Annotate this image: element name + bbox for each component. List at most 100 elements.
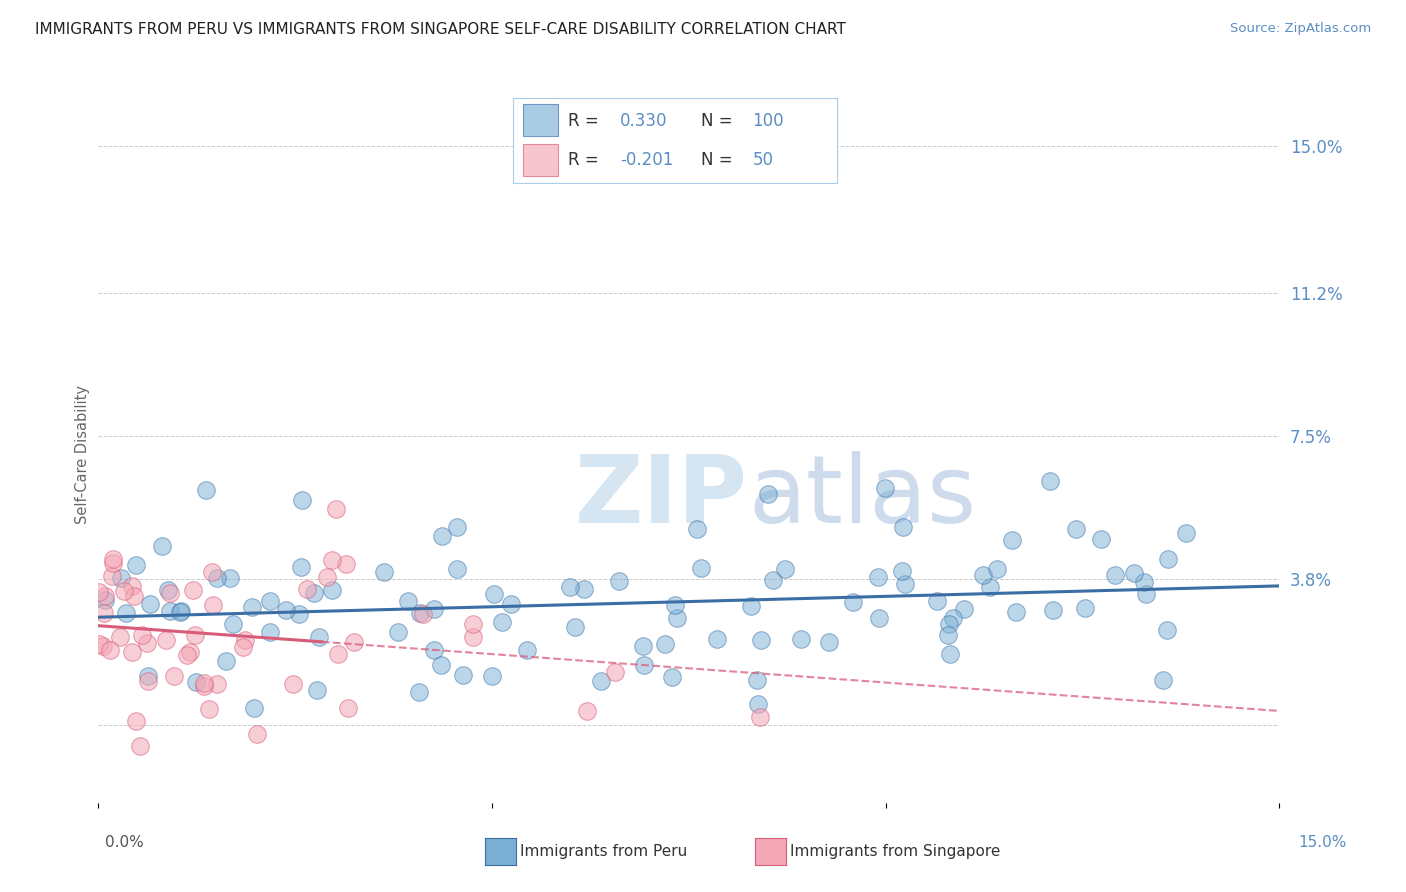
Point <box>463 630 485 644</box>
Point <box>288 607 311 621</box>
Text: IMMIGRANTS FROM PERU VS IMMIGRANTS FROM SINGAPORE SELF-CARE DISABILITY CORRELATI: IMMIGRANTS FROM PERU VS IMMIGRANTS FROM … <box>35 22 846 37</box>
Text: atlas: atlas <box>748 450 976 542</box>
Point <box>373 565 395 579</box>
Point <box>321 582 343 597</box>
Point <box>1175 526 1198 541</box>
Point <box>1090 532 1112 546</box>
Point <box>740 599 762 613</box>
Point <box>790 632 813 646</box>
Point <box>631 640 654 654</box>
Text: 0.330: 0.330 <box>620 112 668 130</box>
Point <box>412 607 434 621</box>
Point <box>1005 606 1028 620</box>
Text: 100: 100 <box>752 112 785 130</box>
Point <box>1001 533 1024 547</box>
Point <box>576 704 599 718</box>
Point <box>94 589 117 603</box>
Point <box>841 595 863 609</box>
Point <box>115 606 138 620</box>
Point <box>665 611 688 625</box>
Point <box>179 645 201 659</box>
Point <box>925 594 948 608</box>
Point <box>661 669 683 683</box>
Point <box>112 583 135 598</box>
Text: Immigrants from Singapore: Immigrants from Singapore <box>790 845 1001 859</box>
Point <box>205 676 228 690</box>
Point <box>304 585 326 599</box>
Point <box>125 714 148 729</box>
Point <box>184 674 207 689</box>
Point <box>558 580 581 594</box>
Point <box>122 589 145 603</box>
Point <box>891 564 914 578</box>
Point <box>451 668 474 682</box>
Point <box>308 630 330 644</box>
Point <box>240 600 263 615</box>
Point <box>461 616 484 631</box>
Point <box>605 665 627 679</box>
Point <box>195 483 218 498</box>
Point <box>942 610 965 624</box>
Point <box>1156 551 1178 566</box>
Point <box>89 584 111 599</box>
Point <box>159 586 181 600</box>
Point <box>169 605 191 619</box>
Point <box>281 676 304 690</box>
Point <box>706 632 728 647</box>
Text: N =: N = <box>700 112 738 130</box>
Point <box>91 639 114 653</box>
Point <box>654 637 676 651</box>
Point <box>607 574 630 588</box>
Point <box>181 582 204 597</box>
Point <box>159 604 181 618</box>
Y-axis label: Self-Care Disability: Self-Care Disability <box>75 385 90 524</box>
Point <box>138 673 160 688</box>
Point <box>321 553 343 567</box>
Point <box>1042 603 1064 617</box>
Point <box>775 562 797 576</box>
Point <box>409 606 432 620</box>
Point <box>307 682 329 697</box>
Point <box>291 493 314 508</box>
Text: 15.0%: 15.0% <box>1299 836 1347 850</box>
Point <box>938 647 960 661</box>
Point <box>986 562 1008 576</box>
Point <box>98 643 121 657</box>
Point <box>747 673 769 688</box>
Point <box>128 739 150 753</box>
Point <box>481 669 503 683</box>
Point <box>408 685 430 699</box>
Point <box>633 658 655 673</box>
Point <box>1133 574 1156 589</box>
Point <box>891 519 914 533</box>
Point <box>245 727 267 741</box>
Point <box>446 520 468 534</box>
Point <box>482 586 505 600</box>
Point <box>316 569 339 583</box>
Point <box>591 673 613 688</box>
Text: 0.0%: 0.0% <box>105 836 145 850</box>
Text: 50: 50 <box>752 151 773 169</box>
Point <box>121 579 143 593</box>
Point <box>242 701 264 715</box>
Point <box>396 594 419 608</box>
Point <box>690 560 713 574</box>
Point <box>1104 568 1126 582</box>
Point <box>101 568 124 582</box>
Point <box>749 710 772 724</box>
Text: N =: N = <box>700 151 738 169</box>
Point <box>873 481 896 495</box>
Point <box>110 631 132 645</box>
Text: -0.201: -0.201 <box>620 151 673 169</box>
Point <box>157 582 180 597</box>
Point <box>866 570 889 584</box>
Point <box>131 628 153 642</box>
Point <box>868 610 890 624</box>
Point <box>232 640 254 654</box>
Bar <box>523 144 558 176</box>
Point <box>423 643 446 657</box>
Point <box>325 501 347 516</box>
Point <box>259 625 281 640</box>
Point <box>1039 474 1062 488</box>
Text: R =: R = <box>568 151 605 169</box>
